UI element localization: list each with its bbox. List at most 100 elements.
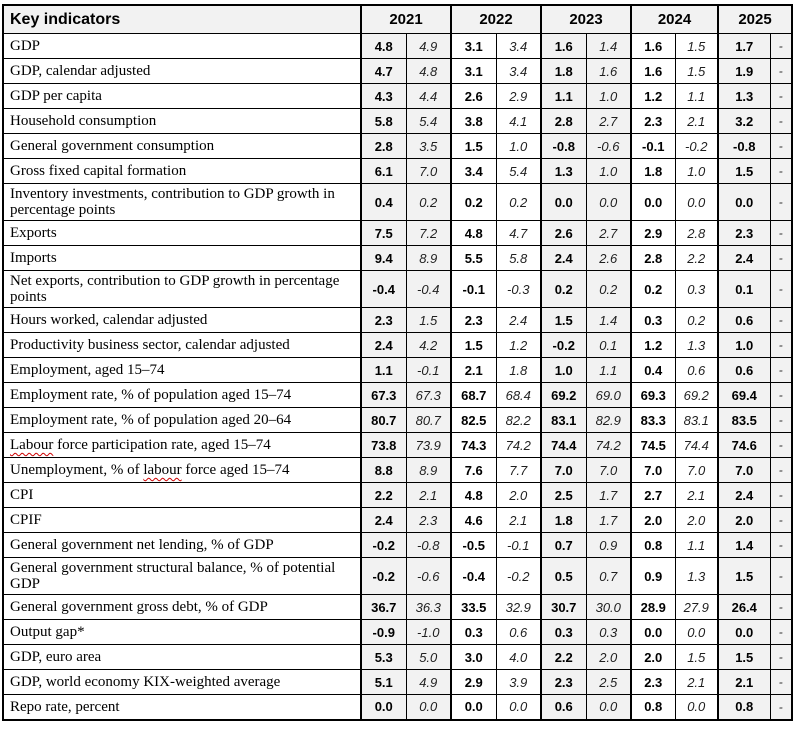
value-cell: 0.2 — [495, 183, 542, 221]
value-cell: 4.8 — [450, 220, 497, 246]
value-cell: 2.0 — [717, 507, 771, 533]
value-cell: 0.0 — [674, 183, 719, 221]
dash-cell: - — [769, 457, 793, 483]
value-cell: 1.5 — [717, 557, 771, 595]
dash-cell: - — [769, 407, 793, 433]
value-cell: 74.2 — [585, 432, 632, 458]
value-cell: 2.7 — [585, 108, 632, 134]
dash-cell: - — [769, 307, 793, 333]
value-cell: 69.0 — [585, 382, 632, 408]
value-cell: 67.3 — [360, 382, 407, 408]
dash-cell: - — [769, 507, 793, 533]
dash-cell: - — [769, 532, 793, 558]
value-cell: 5.4 — [405, 108, 452, 134]
value-cell: 0.6 — [717, 357, 771, 383]
value-cell: 5.8 — [360, 108, 407, 134]
dash-cell: - — [769, 332, 793, 358]
value-cell: 7.0 — [630, 457, 676, 483]
table-row: Employment, aged 15–74 1.1 -0.1 2.1 1.8 1.0 1.… — [2, 357, 793, 383]
value-cell: 3.1 — [450, 33, 497, 59]
value-cell: 2.6 — [585, 245, 632, 271]
row-label: GDP — [2, 33, 362, 59]
value-cell: 0.4 — [630, 357, 676, 383]
year-header-2022: 2022 — [450, 4, 542, 34]
value-cell: 4.9 — [405, 669, 452, 695]
value-cell: 0.8 — [717, 694, 771, 720]
row-label: General government net lending, % of GDP — [2, 532, 362, 558]
value-cell: 27.9 — [674, 594, 719, 620]
value-cell: 1.4 — [585, 33, 632, 59]
value-cell: 2.8 — [630, 245, 676, 271]
value-cell: 2.0 — [630, 644, 676, 670]
value-cell: 0.7 — [585, 557, 632, 595]
value-cell: -0.1 — [450, 270, 497, 308]
value-cell: 1.5 — [540, 307, 587, 333]
value-cell: 1.4 — [585, 307, 632, 333]
value-cell: 83.3 — [630, 407, 676, 433]
value-cell: 2.3 — [360, 307, 407, 333]
value-cell: 2.3 — [540, 669, 587, 695]
value-cell: 30.0 — [585, 594, 632, 620]
value-cell: 7.0 — [674, 457, 719, 483]
year-header-2024: 2024 — [630, 4, 719, 34]
value-cell: 1.8 — [540, 507, 587, 533]
dash-cell: - — [769, 357, 793, 383]
value-cell: -0.2 — [495, 557, 542, 595]
value-cell: 69.4 — [717, 382, 771, 408]
value-cell: 36.3 — [405, 594, 452, 620]
value-cell: -0.3 — [495, 270, 542, 308]
value-cell: 0.0 — [717, 619, 771, 645]
value-cell: 1.7 — [717, 33, 771, 59]
value-cell: 2.6 — [450, 83, 497, 109]
value-cell: 74.4 — [674, 432, 719, 458]
value-cell: 2.3 — [630, 108, 676, 134]
dash-cell: - — [769, 644, 793, 670]
table-row: Net exports, contribution to GDP growth … — [2, 270, 793, 308]
value-cell: 80.7 — [405, 407, 452, 433]
table-row: General government consumption 2.8 3.5 1.5 1… — [2, 133, 793, 159]
row-label: Productivity business sector, calendar a… — [2, 332, 362, 358]
value-cell: 73.8 — [360, 432, 407, 458]
value-cell: 32.9 — [495, 594, 542, 620]
value-cell: 1.0 — [540, 357, 587, 383]
dash-cell: - — [769, 220, 793, 246]
value-cell: 2.2 — [674, 245, 719, 271]
value-cell: 0.9 — [585, 532, 632, 558]
value-cell: 2.4 — [495, 307, 542, 333]
row-label: Employment, aged 15–74 — [2, 357, 362, 383]
dash-cell: - — [769, 382, 793, 408]
value-cell: 4.9 — [405, 33, 452, 59]
value-cell: 1.6 — [540, 33, 587, 59]
value-cell: 28.9 — [630, 594, 676, 620]
value-cell: 3.4 — [495, 33, 542, 59]
value-cell: 4.1 — [495, 108, 542, 134]
table-row: GDP, euro area 5.3 5.0 3.0 4.0 2.2 2.0 2.0 1.5 1.… — [2, 644, 793, 670]
value-cell: 2.1 — [405, 482, 452, 508]
value-cell: 3.0 — [450, 644, 497, 670]
dash-cell: - — [769, 482, 793, 508]
value-cell: 1.2 — [630, 83, 676, 109]
value-cell: 2.0 — [495, 482, 542, 508]
value-cell: 2.1 — [495, 507, 542, 533]
row-label: GDP, calendar adjusted — [2, 58, 362, 84]
value-cell: -1.0 — [405, 619, 452, 645]
value-cell: 0.9 — [630, 557, 676, 595]
value-cell: 2.4 — [360, 507, 407, 533]
value-cell: 4.8 — [360, 33, 407, 59]
value-cell: 5.4 — [495, 158, 542, 184]
value-cell: 0.4 — [360, 183, 407, 221]
value-cell: 0.3 — [674, 270, 719, 308]
value-cell: 8.9 — [405, 457, 452, 483]
value-cell: 2.8 — [360, 133, 407, 159]
key-indicators-header: Key indicators — [2, 4, 362, 34]
value-cell: 7.0 — [717, 457, 771, 483]
misspelled-word: Labour — [10, 437, 54, 453]
value-cell: 1.6 — [630, 58, 676, 84]
row-label: GDP, world economy KIX-weighted average — [2, 669, 362, 695]
table-row: General government structural balance, %… — [2, 557, 793, 595]
value-cell: 1.5 — [674, 33, 719, 59]
value-cell: 69.3 — [630, 382, 676, 408]
value-cell: 1.3 — [674, 332, 719, 358]
row-label: CPI — [2, 482, 362, 508]
value-cell: 0.6 — [540, 694, 587, 720]
